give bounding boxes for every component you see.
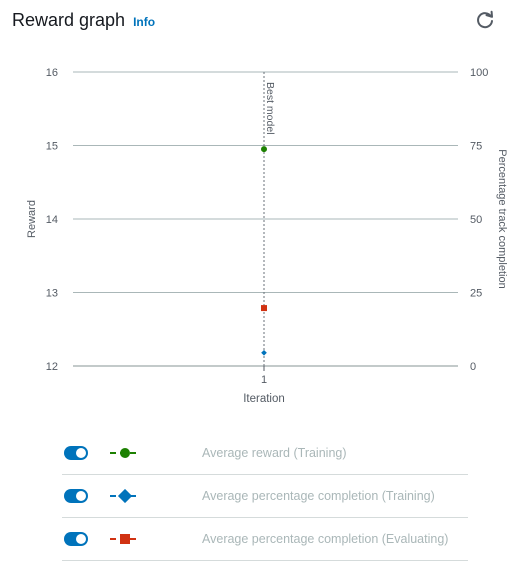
panel-header: Reward graph Info (12, 10, 155, 31)
legend-marker-square-icon (110, 534, 140, 544)
data-point-training-completion (261, 349, 267, 356)
legend-item-training-reward: Average reward (Training) (62, 432, 468, 475)
y-axis-label: Reward (26, 200, 38, 238)
y2-tick-label: 50 (470, 214, 482, 226)
data-point-evaluating-completion (261, 305, 267, 312)
data-point-training-reward (261, 146, 267, 153)
toggle-training-completion[interactable] (64, 489, 88, 503)
legend-marker-circle-icon (110, 448, 140, 458)
x-tick-label: 1 (261, 374, 267, 386)
legend-label: Average percentage completion (Training) (202, 489, 435, 503)
toggle-evaluating-completion[interactable] (64, 532, 88, 546)
y2-tick-label: 25 (470, 288, 482, 300)
y-tick-label: 15 (46, 141, 58, 153)
y-tick-label: 16 (46, 67, 58, 79)
info-link[interactable]: Info (133, 15, 156, 29)
legend-item-evaluating-completion: Average percentage completion (Evaluatin… (62, 518, 468, 561)
chart-legend: Average reward (Training) Average percen… (62, 432, 468, 561)
reward-chart: 12 13 14 15 16 0 25 50 75 100 1 Iteration Reward Perc… (26, 67, 508, 405)
legend-marker-diamond-icon (110, 489, 140, 503)
y2-tick-label: 100 (470, 67, 488, 79)
y-tick-label: 12 (46, 361, 58, 373)
y2-axis-label: Percentage track completion (496, 149, 508, 288)
y-tick-label: 14 (46, 214, 58, 226)
refresh-icon[interactable] (474, 10, 496, 32)
toggle-training-reward[interactable] (64, 446, 88, 460)
y2-tick-label: 0 (470, 361, 476, 373)
x-axis-label: Iteration (243, 393, 285, 405)
panel-title: Reward graph (12, 10, 126, 30)
legend-label: Average percentage completion (Evaluatin… (202, 532, 449, 546)
legend-item-training-completion: Average percentage completion (Training) (62, 475, 468, 518)
legend-label: Average reward (Training) (202, 446, 347, 460)
y-tick-label: 13 (46, 288, 58, 300)
y2-tick-label: 75 (470, 141, 482, 153)
best-model-label: Best model (264, 82, 276, 135)
